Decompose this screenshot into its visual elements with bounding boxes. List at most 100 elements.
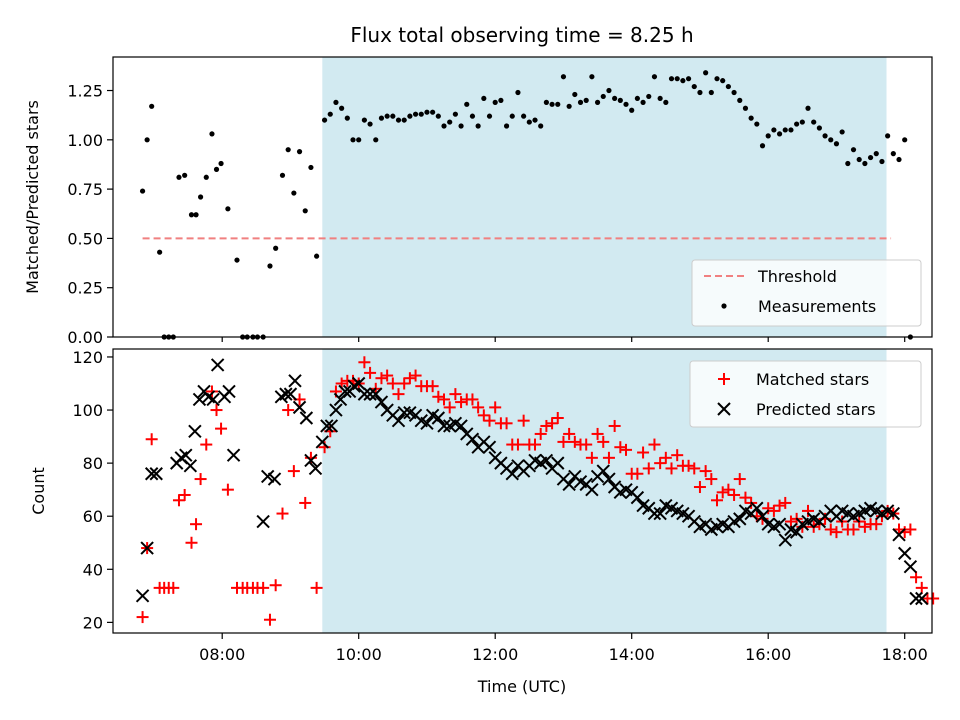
matched-star-point: [194, 473, 207, 486]
measurement-point: [407, 113, 413, 119]
measurement-point: [538, 123, 544, 129]
measurement-point: [902, 137, 908, 143]
measurement-point: [452, 111, 458, 117]
measurement-point: [395, 117, 402, 123]
matched-star-point: [276, 507, 289, 520]
measurement-point: [378, 115, 385, 121]
predicted-star-point: [755, 509, 770, 523]
predicted-star-point: [630, 490, 645, 505]
bottom-legend-box: [689, 360, 922, 428]
predicted-star-point: [397, 405, 411, 420]
x-tick-label: 10:00: [336, 645, 382, 664]
measurement-point: [657, 95, 663, 102]
matched-star-point: [608, 419, 621, 432]
measurement-point: [213, 166, 220, 172]
x-tick-label: 16:00: [745, 645, 791, 664]
measurement-point: [321, 117, 328, 123]
measurement-point: [139, 188, 146, 194]
matched-star-point: [927, 592, 940, 605]
predicted-star-point: [915, 591, 929, 606]
measurement-point: [816, 125, 822, 131]
bottom-axes-frame: [112, 348, 933, 634]
measurement-point: [197, 194, 204, 200]
predicted-star-point: [279, 387, 293, 401]
predicted-star-point: [482, 440, 497, 454]
predicted-star-point: [465, 432, 480, 446]
predicted-star-point: [562, 477, 576, 492]
measurement-point: [481, 95, 487, 102]
predicted-star-point: [179, 448, 193, 462]
matched-star-point: [511, 438, 524, 451]
measurement-point: [822, 133, 828, 139]
measurement-point: [720, 78, 726, 84]
matched-star-point: [466, 393, 479, 406]
predicted-star-point: [772, 517, 787, 531]
measurement-point: [589, 74, 595, 80]
predicted-star-point: [288, 374, 302, 388]
predicted-star-point: [750, 501, 764, 515]
measurement-point: [149, 103, 155, 109]
top-y-axis-label: Matched/Predicted stars: [23, 100, 42, 294]
predicted-star-point: [539, 453, 554, 468]
measurement-point: [441, 123, 447, 129]
predicted-star-point: [226, 448, 241, 462]
matched-star-point: [299, 496, 312, 509]
measurement-point: [291, 190, 297, 196]
measurement-point: [731, 89, 737, 96]
x-tick-label: 14:00: [609, 645, 655, 664]
measurement-point: [742, 105, 749, 111]
measurement-point: [327, 111, 333, 117]
measurement-point: [361, 117, 367, 123]
matched-star-point: [210, 404, 223, 417]
predicted-star-point: [733, 512, 747, 526]
matched-star-point: [172, 494, 185, 507]
matched-star-point: [517, 414, 530, 427]
measurement-point: [776, 131, 783, 137]
measurement-point: [759, 143, 766, 149]
measurement-point: [435, 113, 441, 119]
matched-star-point: [659, 451, 672, 464]
matched-star-point: [711, 494, 724, 507]
predicted-star-point: [903, 559, 918, 574]
measurement-point: [356, 137, 362, 143]
matched-star-point: [205, 385, 218, 398]
y-tick-label: 1.25: [67, 82, 103, 101]
matched-star-point: [602, 451, 615, 464]
top-legend: Threshold Measurements: [691, 259, 922, 327]
predicted-legend-label: Predicted stars: [756, 400, 876, 419]
matched-star-point: [500, 417, 513, 430]
measurement-point: [782, 127, 788, 133]
predicted-star-point: [308, 461, 323, 476]
measurement-point: [308, 164, 314, 171]
predicted-star-point: [505, 467, 519, 481]
matched-star-point: [551, 412, 564, 425]
measurement-point: [697, 89, 703, 96]
matched-star-point: [221, 483, 234, 496]
matched-star-point: [364, 366, 377, 379]
predicted-star-point: [789, 525, 804, 539]
threshold-legend-label: Threshold: [757, 267, 837, 286]
measurement-point: [412, 111, 419, 117]
matched-star-point: [728, 488, 741, 501]
y-tick-label: 80: [83, 454, 103, 473]
measurement-point: [509, 113, 515, 119]
bottom-panel: 20 40 60 80 100 120 08:00 10:00 12:00 14:00 16:00…: [29, 348, 940, 696]
predicted-star-point: [292, 400, 307, 415]
measurement-point: [890, 151, 896, 157]
matched-star-point: [784, 515, 797, 528]
matched-star-point: [693, 481, 706, 494]
bottom-x-ticks: 08:00 10:00 12:00 14:00 16:00 18:00: [199, 633, 928, 664]
measurement-point: [498, 97, 504, 103]
matched-star-point: [682, 459, 695, 472]
matched-star-point: [654, 457, 667, 470]
top-axes-frame: [112, 56, 933, 338]
matched-star-point: [392, 388, 405, 401]
matched-star-point: [802, 504, 815, 517]
matched-star-point: [585, 451, 598, 464]
measurement-point: [771, 127, 777, 133]
measurements-legend-swatch: [721, 303, 727, 309]
measurement-point: [503, 123, 510, 129]
measurement-point: [193, 212, 199, 218]
predicted-star-point: [897, 546, 912, 561]
top-panel: Flux total observing time = 8.25 h 0.000…: [23, 23, 933, 347]
